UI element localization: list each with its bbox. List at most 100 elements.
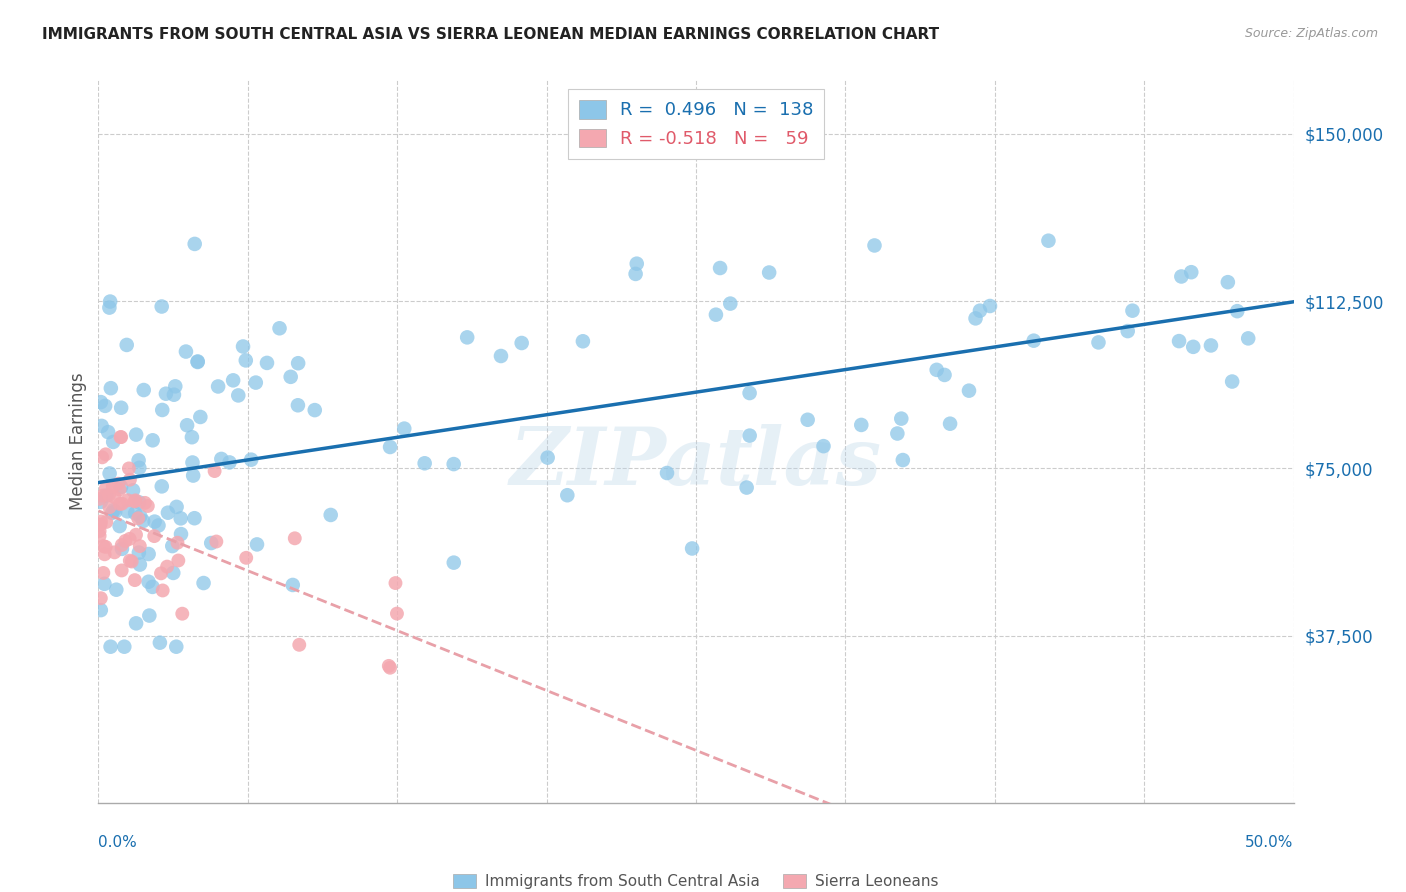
Point — [115, 338, 138, 352]
Point — [1199, 338, 1222, 352]
Point — [979, 299, 1001, 313]
Point — [394, 422, 416, 436]
Point — [204, 464, 226, 478]
Point — [91, 489, 114, 503]
Point — [281, 578, 304, 592]
Point — [93, 547, 115, 561]
Point — [957, 384, 980, 398]
Point — [180, 430, 202, 444]
Point — [118, 461, 141, 475]
Point — [193, 576, 215, 591]
Point — [94, 447, 117, 461]
Point — [863, 238, 886, 252]
Text: IMMIGRANTS FROM SOUTH CENTRAL ASIA VS SIERRA LEONEAN MEDIAN EARNINGS CORRELATION: IMMIGRANTS FROM SOUTH CENTRAL ASIA VS SI… — [42, 27, 939, 42]
Point — [969, 303, 991, 318]
Point — [1038, 234, 1060, 248]
Point — [256, 356, 278, 370]
Point — [90, 591, 112, 606]
Point — [167, 553, 190, 567]
Point — [284, 531, 307, 545]
Point — [96, 489, 118, 503]
Point — [205, 534, 228, 549]
Point — [142, 434, 165, 448]
Point — [489, 349, 512, 363]
Point — [121, 554, 143, 568]
Point — [128, 539, 150, 553]
Point — [965, 311, 987, 326]
Point — [128, 460, 150, 475]
Point — [134, 496, 156, 510]
Point — [235, 353, 257, 368]
Point — [170, 511, 193, 525]
Point — [413, 456, 436, 470]
Point — [150, 300, 173, 314]
Point — [98, 301, 121, 315]
Point — [124, 573, 146, 587]
Point — [165, 379, 187, 393]
Point — [155, 386, 177, 401]
Point — [93, 577, 115, 591]
Point — [183, 236, 205, 251]
Text: ZIPatlas: ZIPatlas — [510, 425, 882, 502]
Point — [1182, 340, 1205, 354]
Point — [378, 659, 401, 673]
Point — [112, 640, 135, 654]
Point — [738, 428, 761, 442]
Point — [1022, 334, 1045, 348]
Point — [163, 388, 186, 402]
Point — [127, 511, 149, 525]
Point — [138, 608, 160, 623]
Point — [91, 566, 114, 580]
Point — [1168, 334, 1191, 348]
Point — [287, 356, 309, 370]
Point — [124, 494, 146, 508]
Point — [124, 506, 146, 520]
Point — [572, 334, 595, 349]
Point — [851, 417, 873, 432]
Point — [162, 539, 184, 553]
Point — [118, 532, 141, 546]
Point — [125, 427, 148, 442]
Point — [94, 399, 117, 413]
Point — [1121, 303, 1143, 318]
Point — [104, 490, 127, 504]
Point — [939, 417, 962, 431]
Point — [90, 495, 112, 509]
Point — [98, 294, 121, 309]
Point — [1180, 265, 1202, 279]
Point — [1237, 331, 1260, 345]
Point — [94, 482, 117, 496]
Point — [143, 529, 166, 543]
Point — [129, 509, 152, 524]
Point — [280, 369, 302, 384]
Point — [104, 505, 127, 519]
Point — [165, 640, 187, 654]
Point — [209, 451, 232, 466]
Point — [796, 413, 818, 427]
Point — [111, 538, 134, 552]
Point — [443, 457, 465, 471]
Point — [200, 536, 222, 550]
Point — [111, 541, 134, 556]
Point — [156, 506, 179, 520]
Point — [240, 452, 263, 467]
Point — [183, 511, 205, 525]
Point — [287, 398, 309, 412]
Point — [110, 401, 132, 415]
Point — [114, 533, 136, 548]
Point — [537, 450, 560, 465]
Point — [626, 257, 648, 271]
Point — [384, 576, 406, 591]
Point — [207, 379, 229, 393]
Point — [132, 514, 155, 528]
Point — [94, 540, 117, 554]
Point — [118, 473, 141, 487]
Point — [148, 518, 170, 533]
Point — [124, 493, 146, 508]
Point — [738, 386, 761, 401]
Point — [101, 479, 124, 493]
Point — [456, 330, 478, 344]
Point — [101, 506, 124, 520]
Point — [1220, 375, 1243, 389]
Point — [128, 545, 150, 559]
